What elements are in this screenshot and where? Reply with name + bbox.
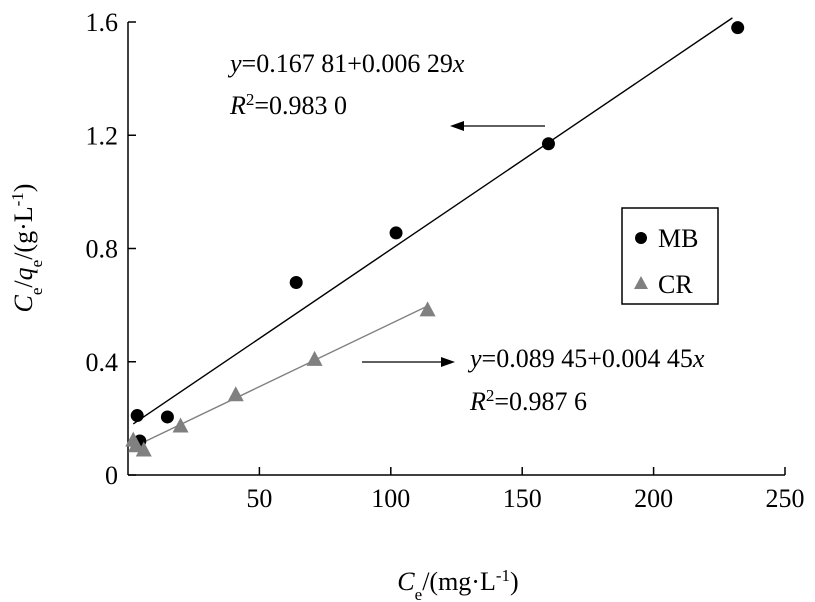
mb-r-squared: R2=0.983 0 <box>229 90 347 121</box>
x-tick-label: 200 <box>634 484 673 513</box>
legend: MB CR <box>621 207 719 305</box>
data-point-cr <box>135 441 152 457</box>
annotation-arrow-mb <box>450 121 545 131</box>
data-point-cr <box>306 350 323 366</box>
legend-cr-label: CR <box>658 270 693 299</box>
data-point-mb <box>731 21 745 35</box>
data-point-mb <box>160 410 174 424</box>
x-tick-label: 100 <box>371 484 410 513</box>
data-point-cr <box>227 386 244 402</box>
data-point-mb <box>389 226 403 240</box>
data-point-cr <box>127 437 144 453</box>
x-tick-label: 150 <box>503 484 542 513</box>
axes: 0 0.4 0.8 1.2 1.6 50 100 150 200 250 <box>86 8 805 513</box>
mb-equation: y=0.167 81+0.006 29x <box>227 49 465 78</box>
x-tick-label: 250 <box>766 484 805 513</box>
y-tick-label: 1.2 <box>86 121 119 150</box>
data-point-mb <box>541 137 555 151</box>
y-tick-label: 0 <box>105 461 118 490</box>
cr-equation: y=0.089 45+0.004 45x <box>467 344 705 373</box>
data-point-mb <box>130 409 144 423</box>
data-point-cr <box>172 417 189 433</box>
y-axis-label: Ce/qe/(g·L-1) <box>8 184 46 313</box>
legend-cr-marker <box>634 276 648 289</box>
data-point-cr <box>419 301 436 317</box>
legend-mb-label: MB <box>658 224 698 253</box>
y-tick-label: 1.6 <box>86 8 119 37</box>
data-point-mb <box>289 275 303 289</box>
data-markers <box>125 21 745 457</box>
y-tick-label: 0.8 <box>86 235 119 264</box>
cr-r-squared: R2=0.987 6 <box>469 386 587 417</box>
fit-line-mb <box>132 17 733 425</box>
y-tick-label: 0.4 <box>86 348 119 377</box>
annotation-arrow-cr <box>362 357 455 367</box>
legend-mb-marker <box>635 232 647 244</box>
x-axis-label: Ce/(mg·L-1) <box>397 566 518 602</box>
x-tick-label: 50 <box>246 484 272 513</box>
